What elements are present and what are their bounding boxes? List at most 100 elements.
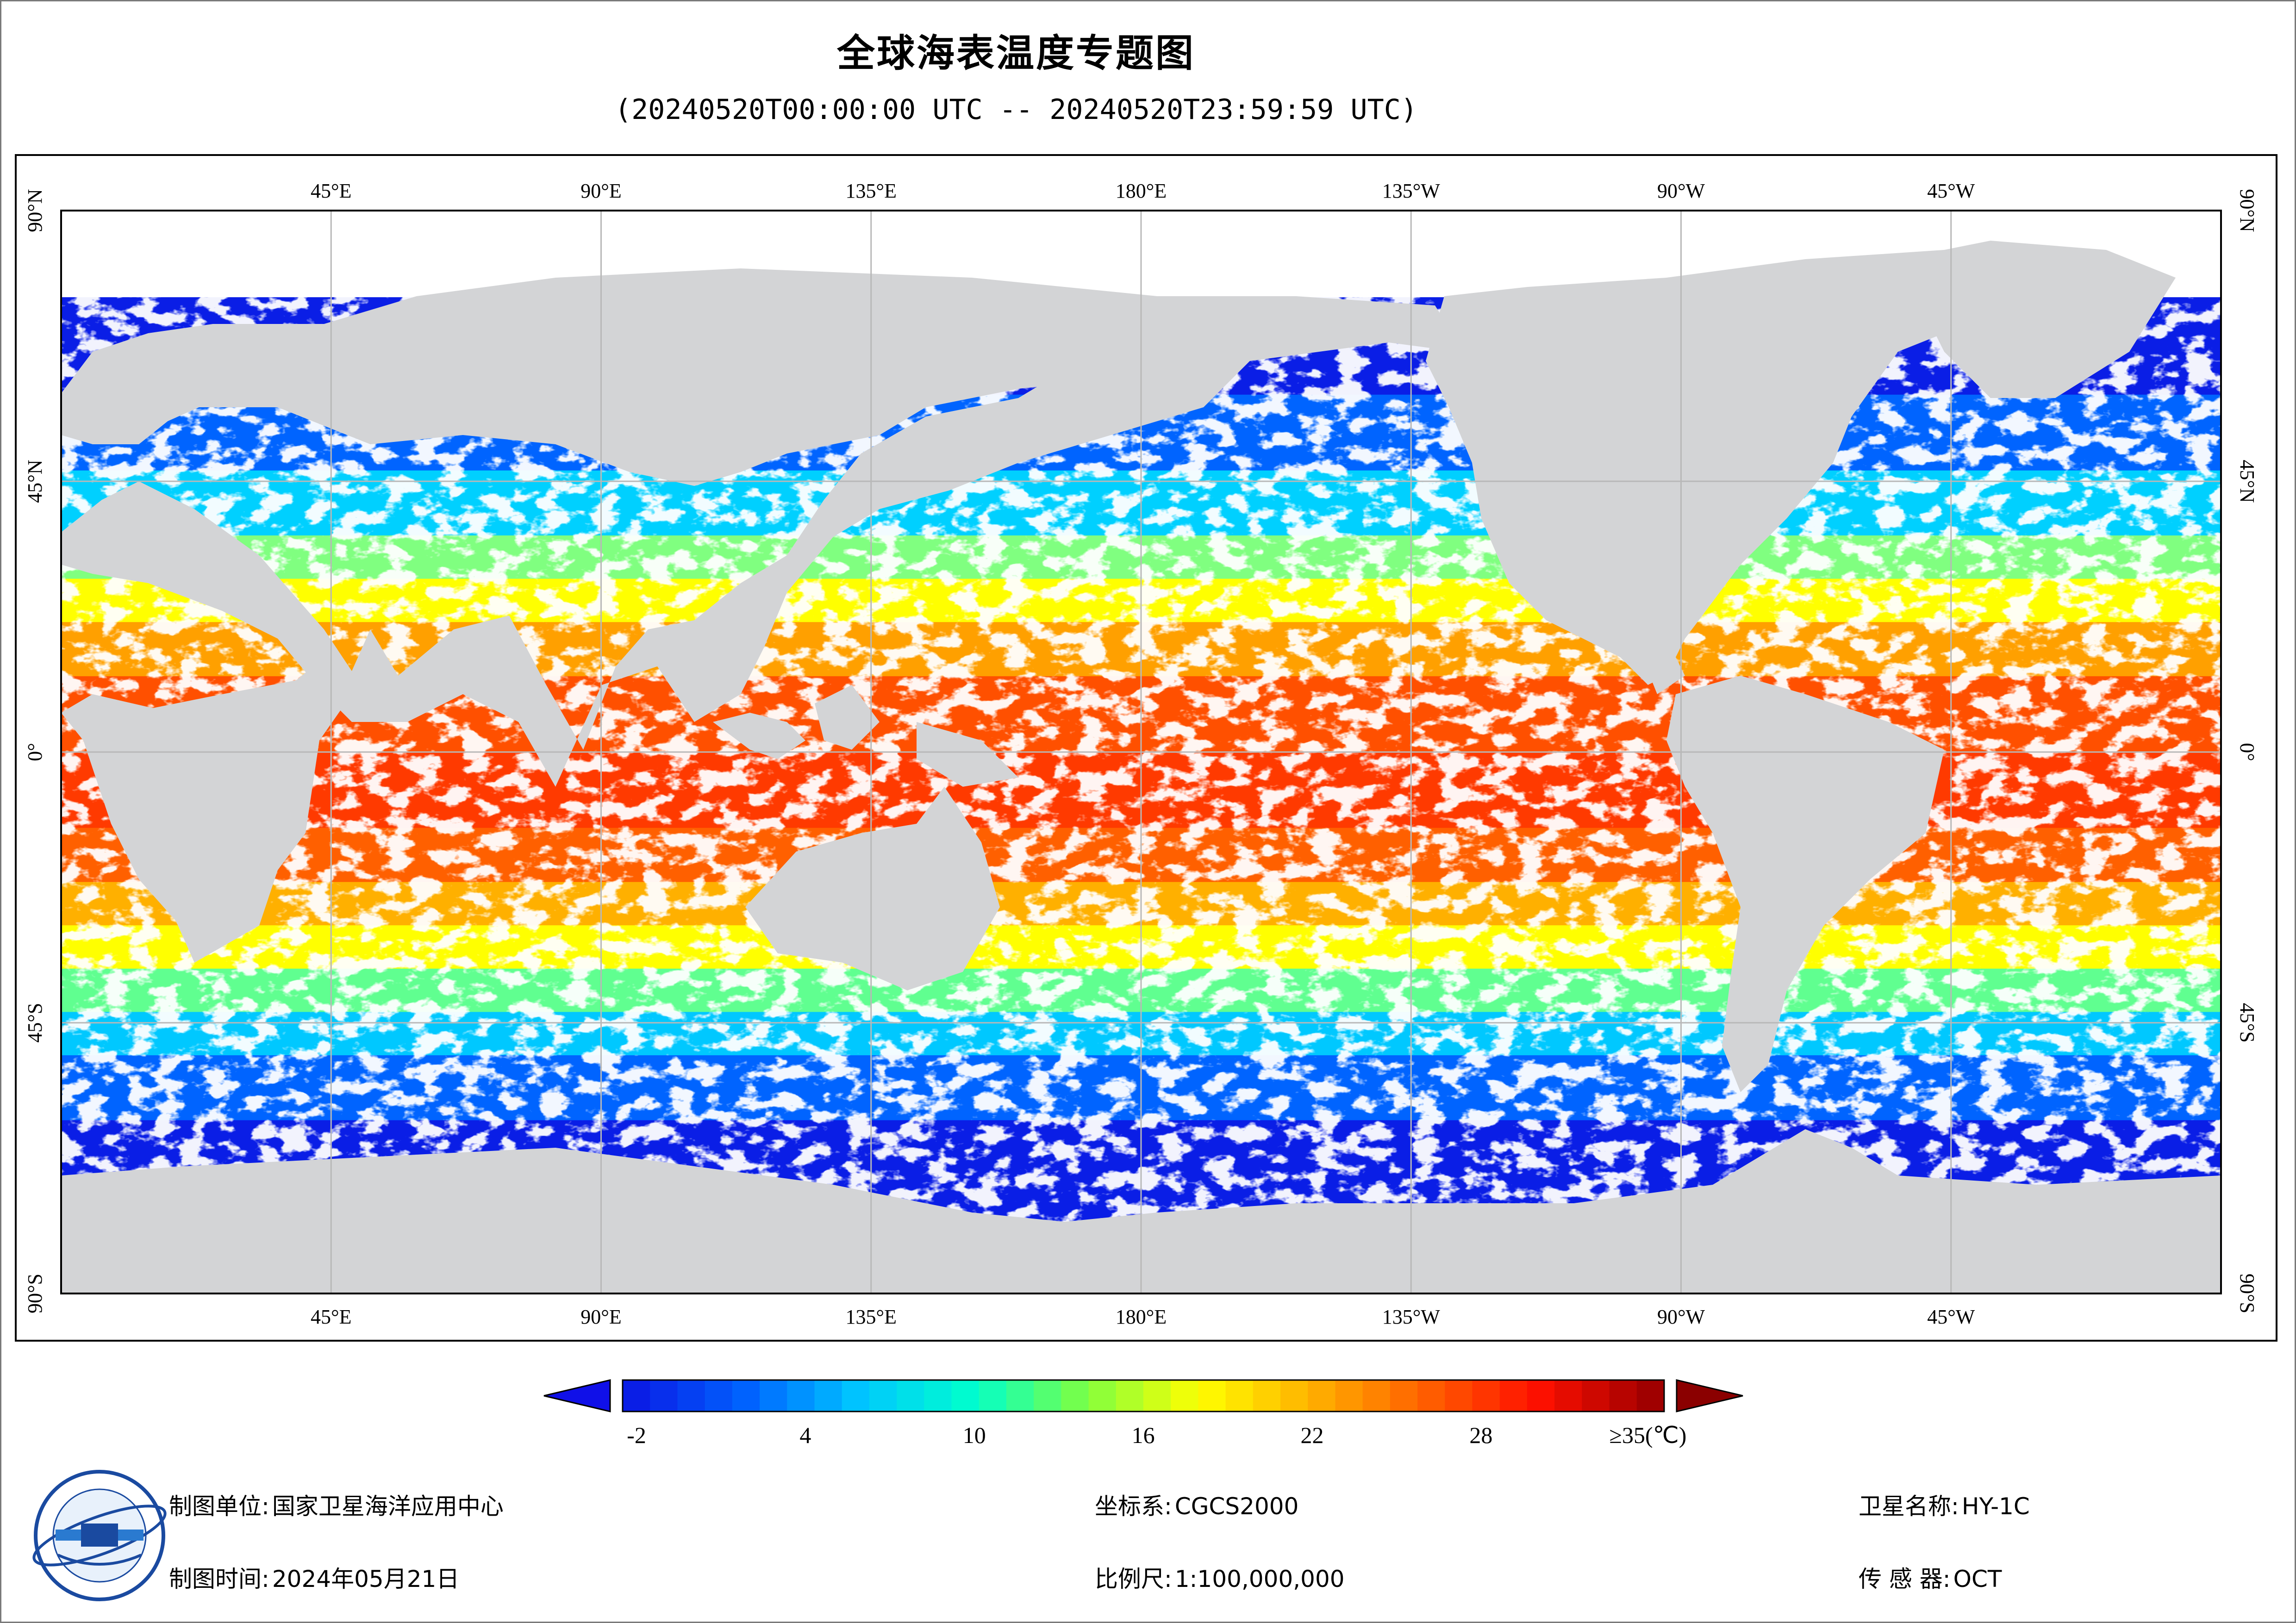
coordinate-system-value: CGCS2000	[1174, 1493, 1299, 1520]
land-new-guinea	[917, 722, 1018, 787]
colorbar-cell	[951, 1380, 980, 1412]
colorbar-cell	[842, 1380, 870, 1412]
satellite-info: 卫星名称: HY-1C	[1859, 1488, 2030, 1521]
colorbar-cell	[705, 1380, 733, 1412]
sensor-info: 传 感 器: OCT	[1859, 1561, 2002, 1594]
colorbar-cell	[1390, 1380, 1418, 1412]
colorbar-cell	[760, 1380, 787, 1412]
production-time-info: 制图时间: 2024年05月21日	[169, 1561, 459, 1594]
colorbar-cell	[979, 1380, 1007, 1412]
colorbar-cell	[1253, 1380, 1281, 1412]
satellite-value: HY-1C	[1961, 1493, 2030, 1520]
sensor-value: OCT	[1953, 1566, 2002, 1592]
land-africa	[61, 657, 352, 963]
land-north-america	[1426, 250, 2037, 685]
production-time-key: 制图时间:	[169, 1566, 269, 1592]
bottom-lon-label: 135°E	[846, 1306, 897, 1328]
colorbar-cell	[1609, 1380, 1637, 1412]
colorbar-cell	[1362, 1380, 1391, 1412]
colorbar-cells	[623, 1380, 1665, 1412]
colorbar-cell	[787, 1380, 815, 1412]
right-lat-label: 45°N	[2236, 460, 2259, 503]
satellite-key: 卫星名称:	[1859, 1493, 1959, 1520]
colorbar-cell	[1582, 1380, 1610, 1412]
top-lon-label: 45°E	[311, 180, 351, 202]
colorbar-cell	[1116, 1380, 1144, 1412]
top-lon-label: 45°W	[1927, 180, 1975, 202]
colorbar-cell	[1554, 1380, 1582, 1412]
colorbar-cell	[1417, 1380, 1445, 1412]
colorbar-cell	[650, 1380, 678, 1412]
nsoas-logo	[32, 1470, 167, 1601]
colorbar-cell	[1636, 1380, 1665, 1412]
colorbar-cell	[1225, 1380, 1254, 1412]
land-greenland	[1898, 241, 2176, 398]
land-eurasia-north	[61, 268, 1458, 486]
coordinate-system-key: 坐标系:	[1095, 1493, 1172, 1520]
colorbar-cell	[1472, 1380, 1500, 1412]
top-lon-label: 90°E	[580, 180, 621, 202]
top-lon-label: 135°E	[846, 180, 897, 202]
right-lat-label: 45°S	[2236, 1003, 2259, 1043]
left-lat-label: 0°	[24, 743, 46, 761]
bottom-axis: 45°E 90°E 135°E 180°E 135°W 90°W 45°W	[311, 1306, 1975, 1328]
colorbar-cell	[1280, 1380, 1308, 1412]
colorbar-cell	[897, 1380, 924, 1412]
colorbar: -2 4 10 16 22 28 ≥35(℃)	[543, 1379, 1743, 1448]
land-borneo	[815, 685, 880, 750]
scale-info: 比例尺: 1:100,000,000	[1095, 1561, 1345, 1594]
coordinate-system-info: 坐标系: CGCS2000	[1095, 1488, 1298, 1521]
land-eurasia-south	[61, 305, 1458, 787]
top-axis: 45°E 90°E 135°E 180°E 135°W 90°W 45°W	[311, 180, 1975, 202]
map-title: 全球海表温度专题图	[836, 31, 1195, 75]
left-lat-label: 90°N	[24, 189, 46, 232]
right-lat-label: 90°S	[2236, 1274, 2259, 1313]
producer-info: 制图单位: 国家卫星海洋应用中心	[169, 1488, 504, 1521]
map-frame	[15, 154, 2277, 1342]
land-south-america	[1666, 676, 1944, 1092]
colorbar-cell	[1034, 1380, 1061, 1412]
bottom-lon-label: 135°W	[1382, 1306, 1441, 1328]
colorbar-tick-label: -2	[627, 1422, 646, 1448]
bottom-lon-label: 45°E	[311, 1306, 351, 1328]
right-axis: 90°N 45°N 0° 45°S 90°S	[2236, 189, 2259, 1313]
map-border	[60, 210, 2222, 1294]
map-subtitle: (20240520T00:00:00 UTC -- 20240520T23:59…	[615, 93, 1417, 126]
colorbar-cell	[1143, 1380, 1171, 1412]
producer-value: 国家卫星海洋应用中心	[272, 1493, 504, 1520]
colorbar-cell	[1171, 1380, 1198, 1412]
right-lat-label: 0°	[2236, 743, 2259, 761]
colorbar-over-arrow	[1676, 1379, 1743, 1412]
land-central-america	[1639, 639, 1685, 694]
land-sumatra	[713, 713, 805, 759]
colorbar-cell	[677, 1380, 705, 1412]
colorbar-tick-label: 16	[1132, 1422, 1155, 1448]
land-scandinavia	[130, 342, 241, 426]
land-australia	[745, 787, 1000, 990]
colorbar-tick-label: 28	[1469, 1422, 1492, 1448]
bottom-lon-label: 180°E	[1116, 1306, 1167, 1328]
top-lon-label: 180°E	[1116, 180, 1167, 202]
colorbar-cell	[1445, 1380, 1473, 1412]
colorbar-cell	[1088, 1380, 1117, 1412]
colorbar-tick-label: 10	[963, 1422, 986, 1448]
top-lon-label: 135°W	[1382, 180, 1441, 202]
map-content	[61, 211, 2221, 1293]
production-time-value: 2024年05月21日	[272, 1566, 460, 1592]
producer-key: 制图单位:	[169, 1493, 269, 1520]
bottom-lon-label: 90°W	[1657, 1306, 1705, 1328]
colorbar-cell	[732, 1380, 760, 1412]
colorbar-under-arrow	[543, 1379, 611, 1412]
colorbar-cell	[623, 1380, 650, 1412]
colorbar-tick-label: 4	[799, 1422, 811, 1448]
bottom-lon-label: 90°E	[580, 1306, 621, 1328]
colorbar-cell	[1335, 1380, 1363, 1412]
left-axis: 90°N 45°N 0° 45°S 90°S	[24, 189, 46, 1313]
colorbar-cell	[1006, 1380, 1034, 1412]
left-lat-label: 45°S	[24, 1003, 46, 1043]
left-lat-label: 90°S	[24, 1274, 46, 1313]
right-lat-label: 90°N	[2236, 189, 2259, 232]
colorbar-cell	[1527, 1380, 1555, 1412]
